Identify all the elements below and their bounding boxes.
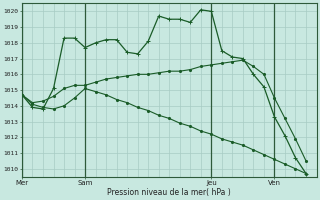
- X-axis label: Pression niveau de la mer( hPa ): Pression niveau de la mer( hPa ): [108, 188, 231, 197]
